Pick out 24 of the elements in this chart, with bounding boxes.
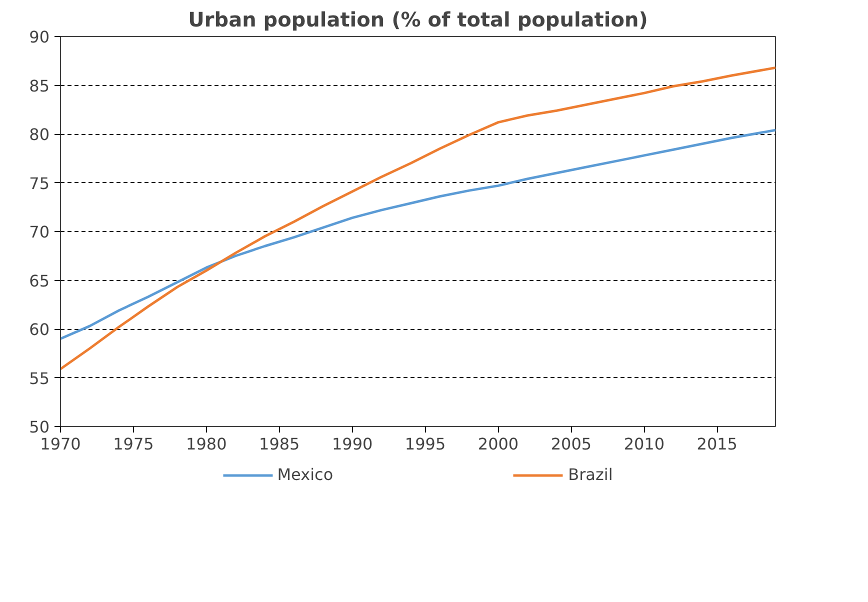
x-tick-label: 1975 xyxy=(113,434,154,454)
line-series xyxy=(60,128,776,340)
y-tick-label: 65 xyxy=(29,271,50,290)
line-series xyxy=(60,66,776,370)
x-tick-label: 2000 xyxy=(478,434,519,454)
x-tick-label: 2005 xyxy=(550,434,592,454)
x-tick-label: 1970 xyxy=(40,434,81,454)
chart-title: Urban population (% of total population) xyxy=(188,8,648,32)
y-tick-label: 55 xyxy=(29,368,50,388)
y-tick-label: 50 xyxy=(29,418,50,436)
x-tick-label: 1990 xyxy=(332,434,373,454)
y-tick-label: 85 xyxy=(29,76,50,96)
y-tick-label: 80 xyxy=(29,125,50,144)
x-tick-label: 1985 xyxy=(259,434,300,454)
x-tick-label: 1995 xyxy=(404,434,446,454)
y-tick-label: 70 xyxy=(29,222,50,242)
legend-label: Mexico xyxy=(277,465,334,484)
y-tick-label: 90 xyxy=(29,28,50,46)
x-tick-label: 2010 xyxy=(624,434,665,454)
legend-label: Brazil xyxy=(568,465,613,484)
y-tick-label: 75 xyxy=(29,174,50,193)
x-tick-label: 1980 xyxy=(186,434,227,454)
y-tick-label: 60 xyxy=(29,320,50,339)
x-tick-label: 2015 xyxy=(696,434,738,454)
